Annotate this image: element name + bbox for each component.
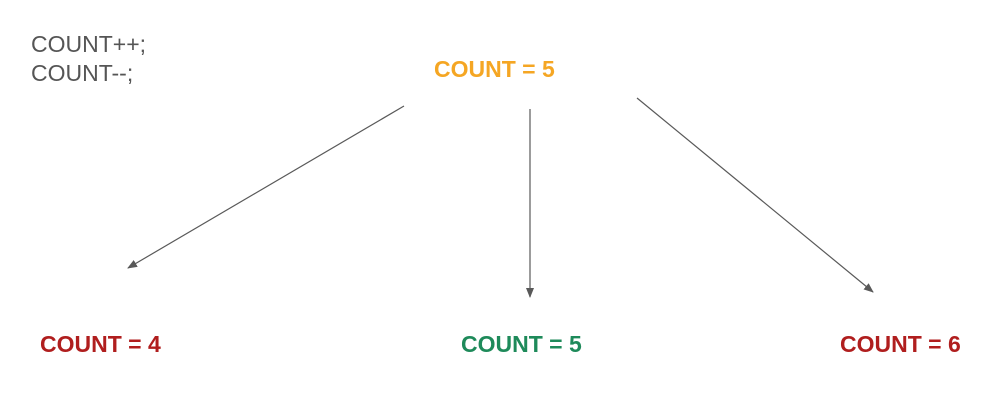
code-snippet: COUNT++; COUNT--;	[31, 30, 146, 88]
node-count-increment: COUNT = 6	[840, 331, 961, 357]
node-count-root: COUNT = 5	[434, 56, 555, 82]
node-count-unchanged: COUNT = 5	[461, 331, 582, 357]
edge-root-to-right	[636, 97, 874, 293]
edge-root-to-left	[127, 105, 405, 269]
code-line-increment: COUNT++;	[31, 31, 147, 57]
node-count-decrement: COUNT = 4	[40, 331, 161, 357]
code-line-decrement: COUNT--;	[31, 60, 134, 86]
